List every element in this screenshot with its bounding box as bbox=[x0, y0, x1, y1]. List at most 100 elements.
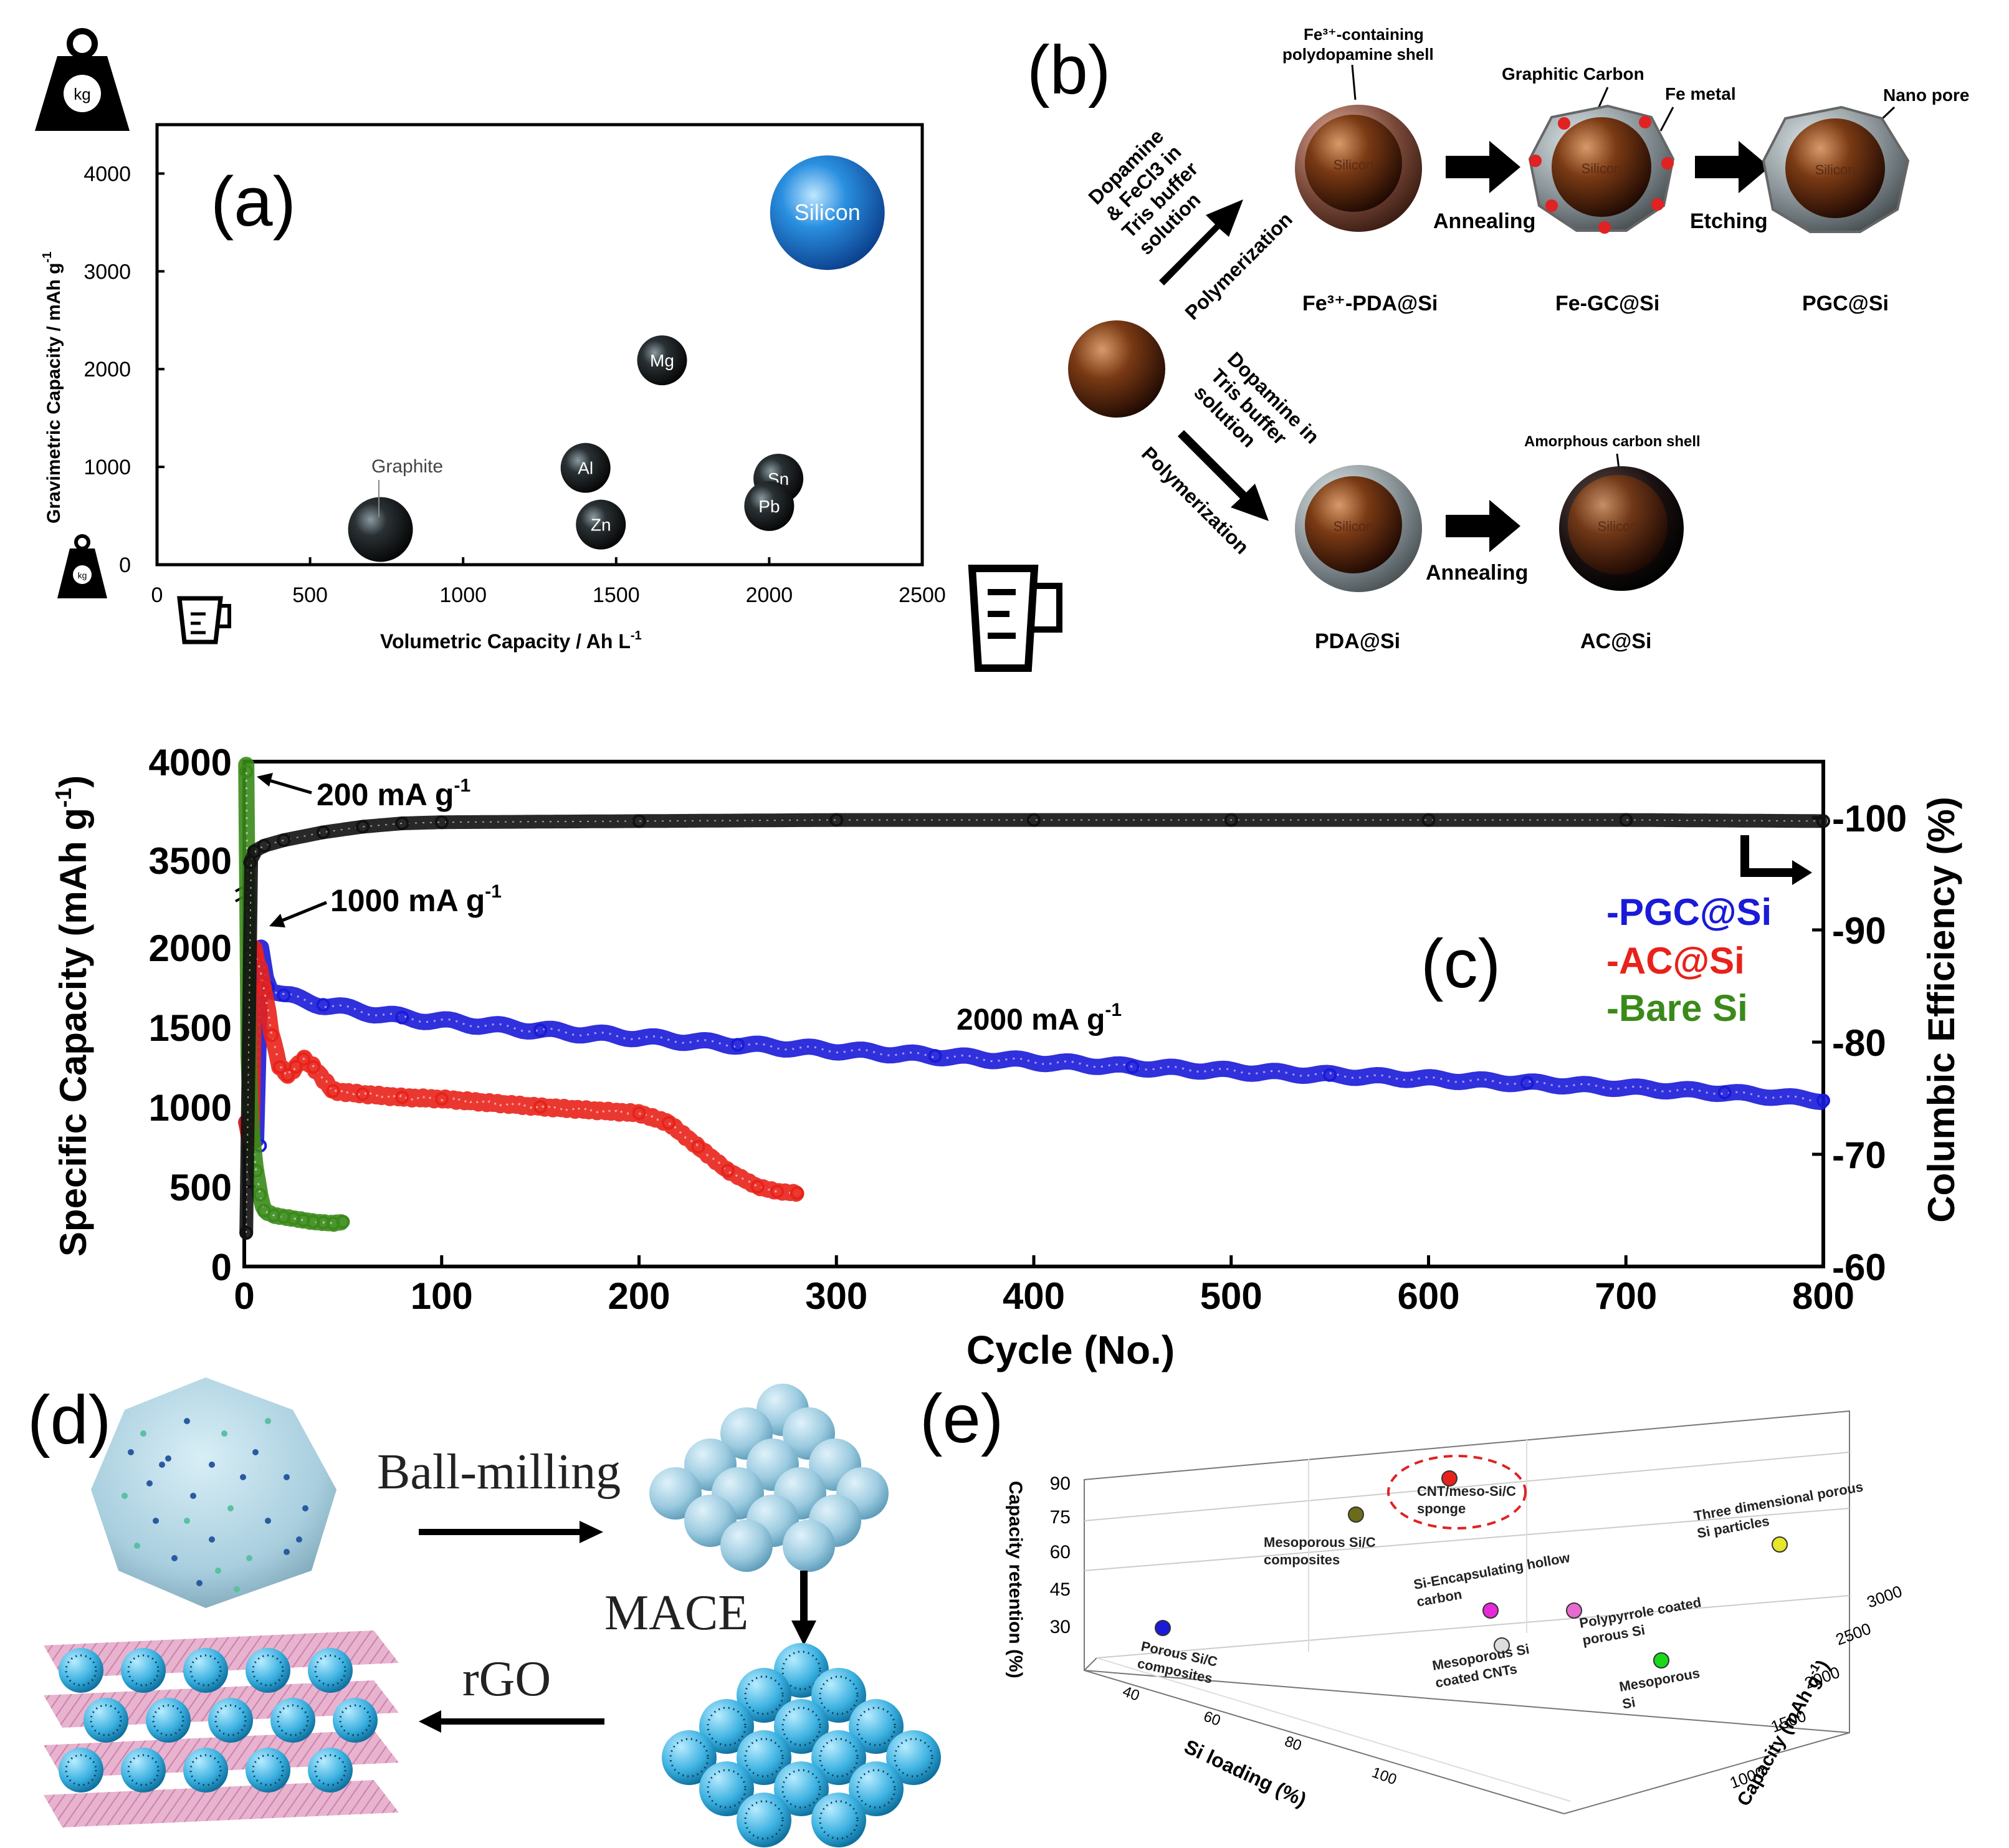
panel-a-xlabel: Volumetric Capacity / Ah L-1 bbox=[380, 629, 642, 653]
c-data-point bbox=[356, 1087, 370, 1101]
porous-si-particle bbox=[737, 1730, 791, 1785]
e-x-tick: 100 bbox=[1370, 1764, 1399, 1788]
e-point: Porous Si/Ccomposites bbox=[1136, 1620, 1219, 1687]
beaker-large-icon bbox=[968, 565, 1062, 672]
e-z-tick: 30 bbox=[1050, 1617, 1071, 1637]
pore-ring bbox=[781, 1769, 821, 1809]
c-ytick-label: 0 bbox=[211, 1247, 232, 1288]
c-xtick-label: 100 bbox=[411, 1275, 473, 1317]
c-data-point bbox=[395, 1010, 409, 1025]
a-point-graphite bbox=[348, 497, 413, 562]
pore-ring bbox=[214, 1704, 247, 1736]
porous-si-particle bbox=[699, 1761, 754, 1816]
pore-ring bbox=[819, 1675, 859, 1715]
e-point-label: Polypyrrole coatedporous Si bbox=[1578, 1594, 1706, 1649]
panel-c-legend: -PGC@Si -AC@Si -Bare Si bbox=[1606, 891, 1772, 1029]
e-x-tick: 80 bbox=[1282, 1733, 1304, 1755]
e-y-tick: 2500 bbox=[1833, 1619, 1874, 1649]
a-point-zn bbox=[576, 499, 626, 550]
dot bbox=[296, 1536, 302, 1543]
mace-text: MACE bbox=[604, 1586, 748, 1640]
pore-ring bbox=[781, 1650, 821, 1690]
e-point-marker bbox=[1653, 1652, 1669, 1668]
c-series--ac-si bbox=[238, 940, 804, 1202]
dot bbox=[122, 1493, 128, 1499]
e-point-label: Porous Si/Ccomposites bbox=[1136, 1638, 1219, 1687]
dot bbox=[146, 1480, 153, 1487]
c-data-point bbox=[289, 1060, 303, 1074]
e-point-label: Three dimensional porousSi particles bbox=[1693, 1479, 1868, 1541]
product-fe-gc-si: Fe-GC@Si bbox=[1555, 292, 1659, 315]
c-data-point bbox=[316, 825, 330, 840]
c-data-point bbox=[247, 845, 261, 858]
a-point-pb bbox=[744, 481, 795, 531]
annotation-2000: 2000 mA g-1 bbox=[957, 1000, 1122, 1037]
panel-e-box bbox=[1084, 1410, 1850, 1814]
c-data-point bbox=[277, 988, 291, 1002]
rgo-text: rGO bbox=[462, 1652, 551, 1707]
a-point-label: Al bbox=[578, 459, 593, 478]
c-data-point bbox=[395, 816, 409, 830]
product-pgc-si: PGC@Si bbox=[1802, 292, 1889, 315]
c-legend-item: -AC@Si bbox=[1606, 940, 1745, 982]
pore-ring bbox=[189, 1654, 222, 1687]
pore-ring bbox=[819, 1800, 859, 1840]
c-data-point bbox=[721, 1164, 735, 1178]
fe-pda-silicon-text: Silicon bbox=[1334, 157, 1374, 173]
porous-si-particle bbox=[737, 1668, 791, 1723]
c-y2tick-label: -80 bbox=[1832, 1022, 1886, 1064]
si-nanoparticle bbox=[720, 1520, 773, 1572]
c-data-point bbox=[632, 1106, 646, 1121]
c-data-point bbox=[356, 820, 370, 834]
c-data-point bbox=[1125, 1060, 1140, 1074]
e-z-tick: 60 bbox=[1050, 1542, 1071, 1563]
si-nanoparticles-cluster bbox=[649, 1384, 889, 1572]
e-point-marker bbox=[1566, 1602, 1582, 1619]
pore-ring bbox=[707, 1707, 747, 1746]
c-xtick-label: 0 bbox=[234, 1275, 254, 1317]
c-data-point bbox=[265, 1028, 279, 1042]
pda-silicon-text: Silicon bbox=[1334, 519, 1374, 534]
panel-e-y-axis-label: Capacity (mAh g-1) bbox=[1732, 1655, 1833, 1809]
c-data-point bbox=[928, 1049, 942, 1063]
a-xtick-label: 500 bbox=[292, 583, 328, 607]
c-data-point bbox=[434, 1092, 449, 1106]
porous-si-particle bbox=[811, 1730, 866, 1785]
pore-ring bbox=[65, 1754, 97, 1786]
panel-e: (e) 907560453040608010030002500200015001… bbox=[920, 1381, 1904, 1814]
annotation-200: 200 mA g-1 bbox=[317, 775, 470, 812]
dot bbox=[209, 1462, 215, 1468]
panel-d-label: (d) bbox=[27, 1382, 111, 1458]
dot bbox=[209, 1536, 215, 1543]
panel-c: 0 100 200 300 400 500 600 700 800 0 500 1000 1500 200… bbox=[50, 742, 1962, 1372]
ac-silicon-text: Silicon bbox=[1598, 519, 1638, 534]
pore-ring bbox=[127, 1754, 160, 1786]
a-xtick-label: 2500 bbox=[899, 583, 946, 607]
c-data-point bbox=[662, 1116, 675, 1130]
c-xtick-label: 400 bbox=[1003, 1275, 1065, 1317]
e-point-marker bbox=[1494, 1637, 1510, 1654]
si-nanoparticle bbox=[783, 1520, 835, 1572]
panel-e-points: CNT/meso-Si/C sponge Mesoporous Si/C compos… bbox=[1136, 1470, 1868, 1712]
a-point-al bbox=[560, 443, 611, 493]
porous-si-particle bbox=[737, 1793, 791, 1847]
arrow-down-diagonal bbox=[1178, 430, 1269, 521]
pore-ring bbox=[856, 1707, 896, 1746]
a-ytick-label: 0 bbox=[119, 553, 131, 577]
weight-large-icon: kg bbox=[35, 28, 130, 131]
top-polymerization-text: Polymerization bbox=[1180, 208, 1296, 324]
dot bbox=[128, 1449, 134, 1455]
c-data-point bbox=[277, 833, 291, 847]
a-point-mg bbox=[637, 335, 687, 386]
a-point-label: Mg bbox=[650, 351, 674, 370]
dot bbox=[184, 1518, 190, 1524]
product-ac-si: AC@Si bbox=[1580, 630, 1651, 653]
pore-ring bbox=[707, 1769, 747, 1809]
porous-si-particle bbox=[886, 1730, 941, 1785]
e-point: CNT/meso-Si/C sponge bbox=[1417, 1470, 1516, 1516]
pore-ring bbox=[744, 1738, 784, 1778]
pore-ring bbox=[90, 1704, 122, 1736]
a-ytick-label: 4000 bbox=[84, 162, 131, 186]
c-data-point bbox=[770, 1184, 785, 1199]
